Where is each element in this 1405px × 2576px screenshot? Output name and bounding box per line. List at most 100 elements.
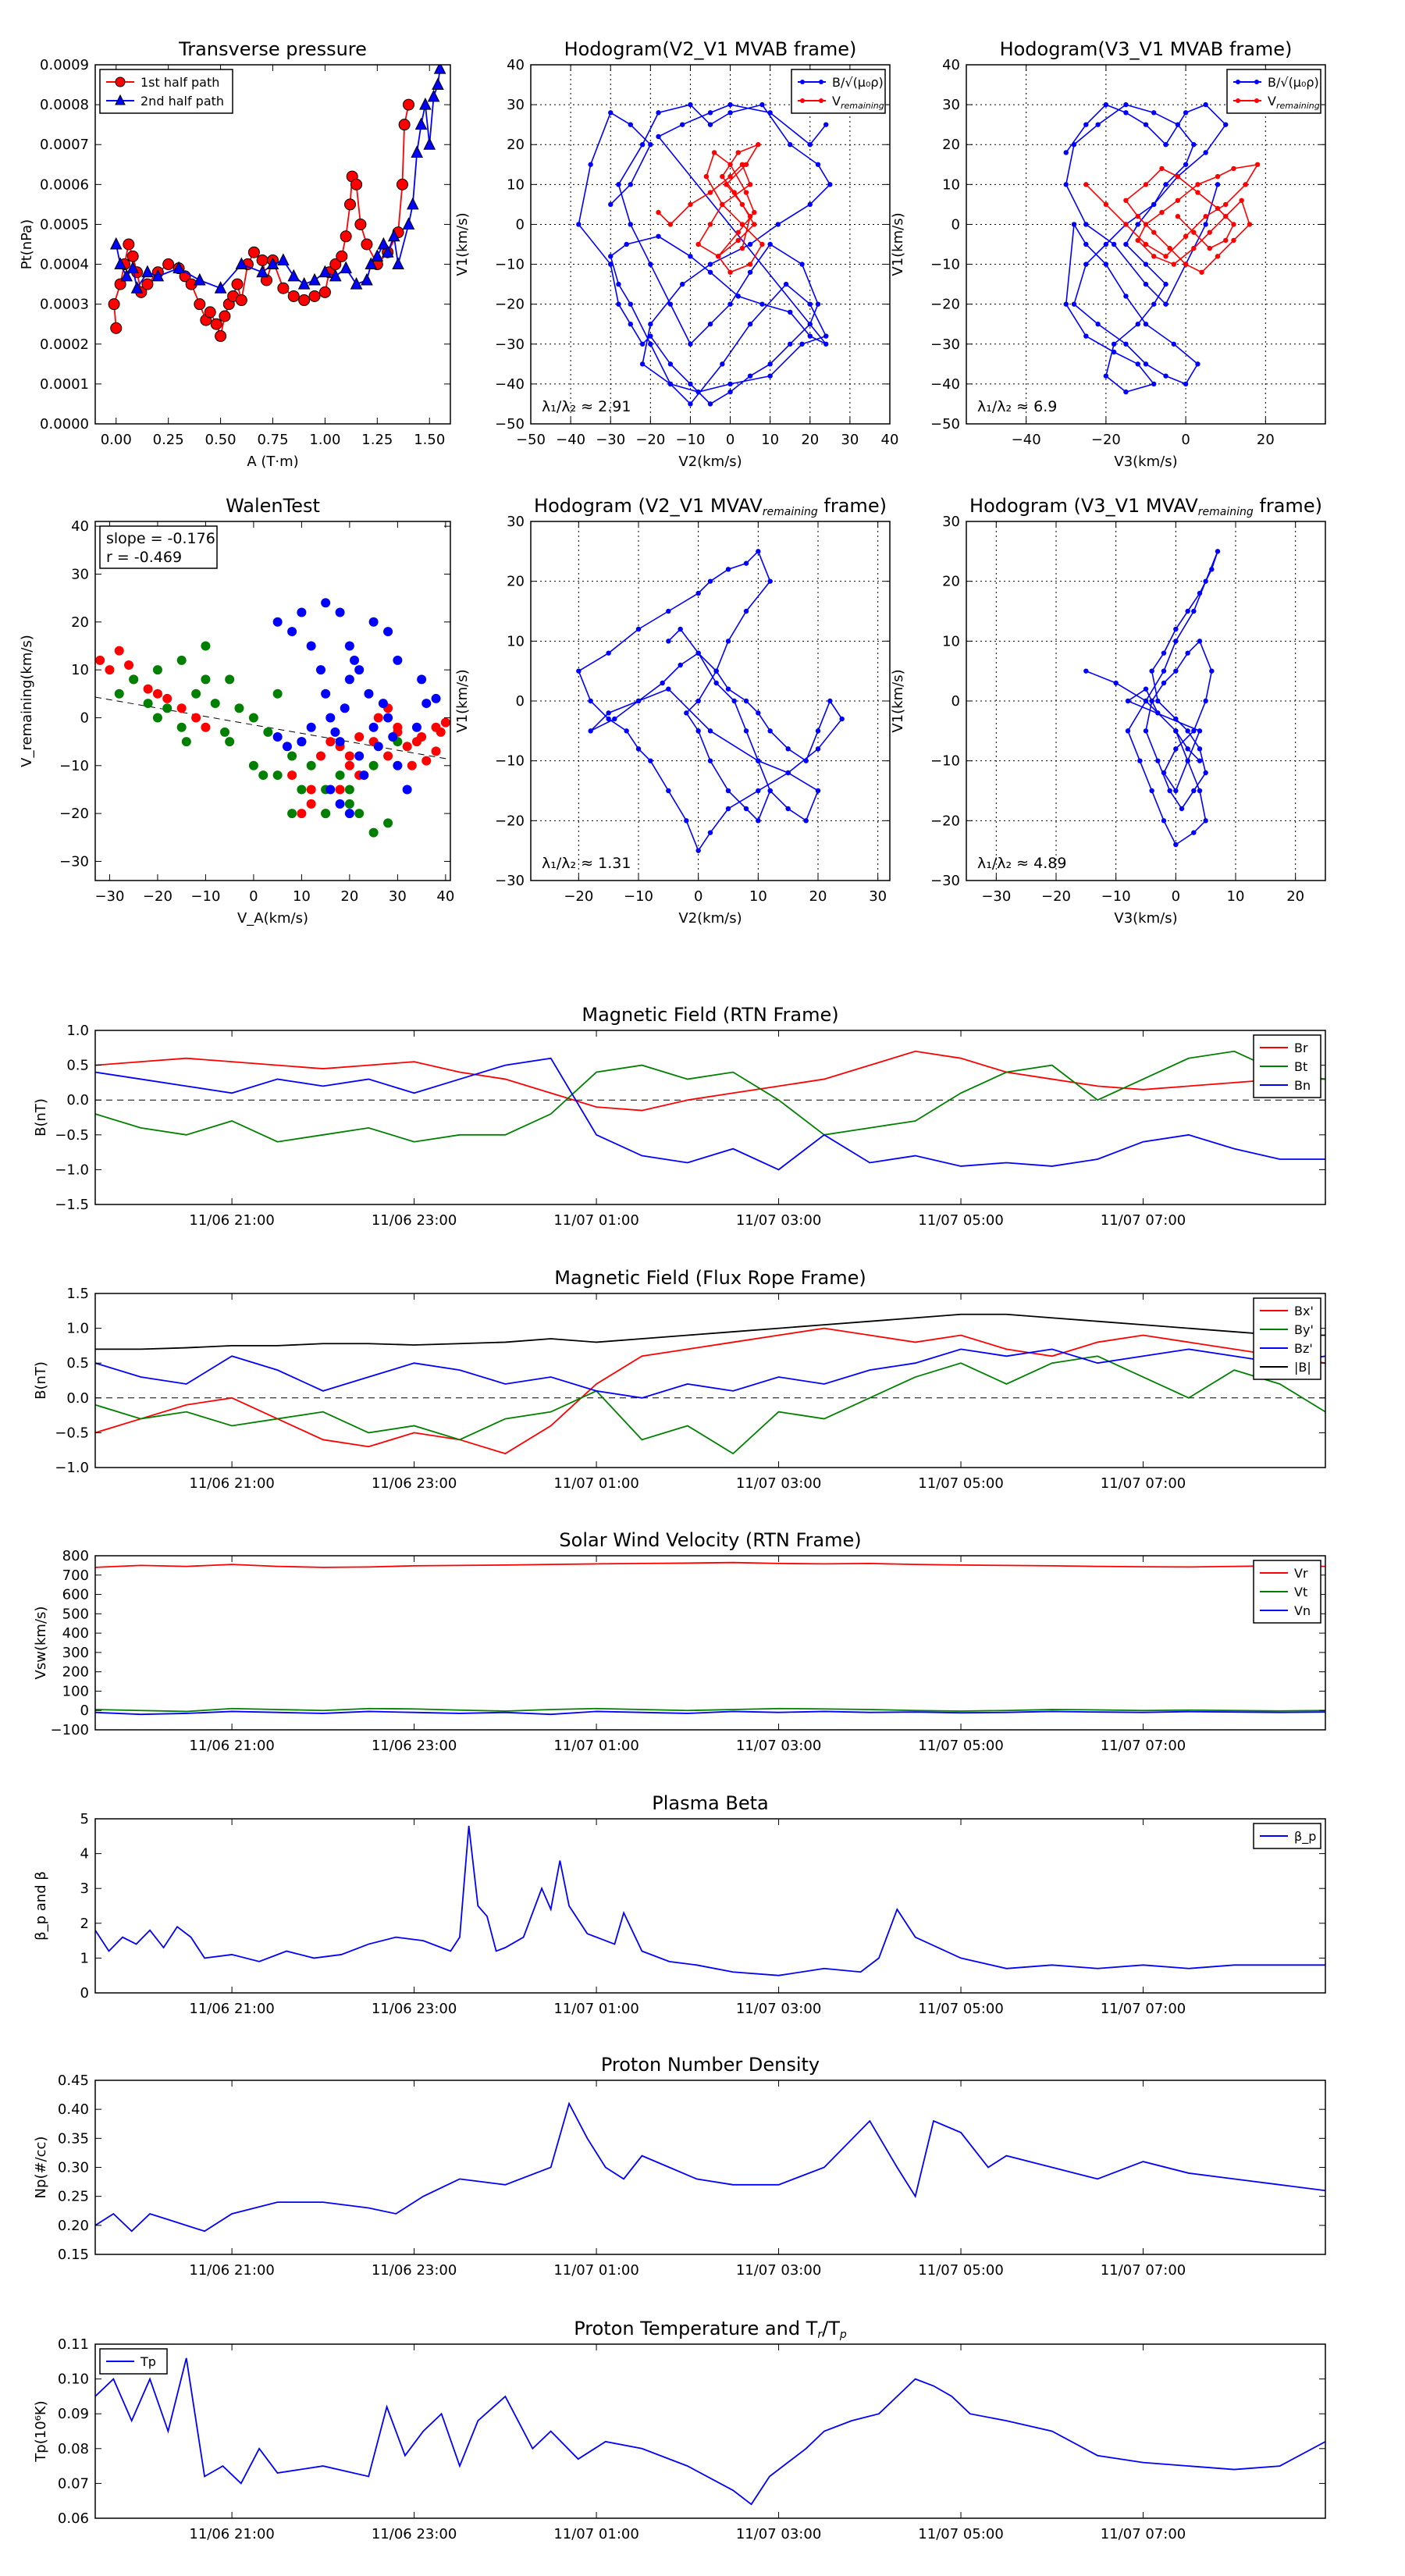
data-point [731, 190, 737, 195]
y-tick-label: 500 [62, 1606, 89, 1622]
chart-np: Proton Number Density 11/06 21:00 11/06 23… [33, 2054, 1326, 2279]
data-point [306, 760, 316, 770]
data-point [335, 770, 345, 781]
data-point [727, 389, 733, 395]
data-point [707, 122, 713, 127]
y-axis-label: Vsw(km/s) [33, 1606, 49, 1680]
data-layer [576, 101, 833, 407]
data-point [272, 732, 283, 742]
data-point [1143, 262, 1149, 267]
y-tick-label: 300 [62, 1645, 89, 1661]
data-point [612, 716, 617, 722]
x-axis-label: V_A(km/s) [237, 910, 308, 927]
data-layer [95, 1313, 1325, 1455]
data-point [436, 727, 446, 737]
data-point [727, 381, 733, 387]
data-point [1185, 728, 1190, 734]
data-point [141, 265, 154, 278]
data-point [713, 680, 719, 686]
chart-title: WalenTest [226, 495, 320, 517]
x-tick-label: −30 [981, 888, 1011, 905]
y-tick-label: 700 [62, 1567, 89, 1584]
data-point [747, 241, 753, 247]
data-point [624, 241, 629, 247]
y-tick-label: 0.0000 [40, 416, 89, 432]
data-point [743, 190, 749, 195]
y-tick-label: 100 [62, 1683, 89, 1699]
data-point [411, 737, 422, 747]
data-point [767, 241, 773, 247]
data-point [325, 785, 336, 795]
y-axis-label: V_remaining(km/s) [19, 635, 35, 767]
plot-frame [94, 1030, 1326, 1205]
data-point [297, 607, 307, 617]
data-point [739, 162, 745, 167]
data-point [297, 737, 307, 747]
y-tick-label: 10 [71, 662, 89, 678]
x-tick-label: 10 [749, 888, 767, 905]
data-point [725, 686, 731, 692]
data-point [440, 717, 450, 728]
x-tick-label: 0.00 [101, 432, 132, 448]
data-point [747, 182, 753, 187]
data-point [373, 713, 383, 723]
annotation-text: λ₁/λ₂ ≈ 4.89 [977, 855, 1066, 872]
data-point [660, 680, 665, 686]
data-point [648, 341, 653, 347]
data-point [666, 608, 671, 614]
data-point [297, 785, 307, 795]
y-tick-label: 20 [507, 574, 525, 590]
legend-marker [1236, 98, 1240, 103]
y-tick-label: 40 [507, 57, 525, 73]
data-point [234, 703, 244, 713]
y-axis-label: Np(#/cc) [33, 2137, 49, 2199]
chart-vsw: Solar Wind Velocity (RTN Frame) 11/06 21:… [33, 1529, 1326, 1754]
data-point [152, 713, 162, 723]
data-point [667, 361, 674, 367]
data-point [1191, 229, 1197, 235]
x-tick-label: 11/07 07:00 [1101, 1738, 1186, 1754]
data-layer [95, 1825, 1325, 1976]
data-point [743, 698, 749, 704]
data-point [201, 674, 211, 685]
y-tick-label: 4 [80, 1846, 89, 1863]
data-point [1215, 182, 1221, 187]
data-point [287, 751, 297, 761]
x-tick-label: 11/07 01:00 [553, 1212, 638, 1229]
data-point [1083, 241, 1089, 247]
data-point [639, 341, 646, 347]
series-bx-line [95, 1327, 1325, 1455]
data-point [624, 728, 629, 734]
data-point [720, 173, 725, 180]
data-point [727, 173, 733, 180]
data-point [432, 77, 444, 91]
data-point [756, 142, 761, 148]
data-point [1197, 758, 1203, 763]
y-tick-label: 0 [951, 693, 960, 710]
y-tick-label: 2 [80, 1916, 89, 1932]
x-tick-label: 11/07 05:00 [918, 2262, 1003, 2279]
data-point [725, 788, 731, 794]
data-point [1171, 341, 1176, 347]
data-point [1161, 770, 1167, 776]
y-tick-label: 0.0001 [40, 376, 89, 393]
data-point [1103, 373, 1109, 379]
data-point [354, 809, 365, 819]
data-point [1163, 301, 1168, 307]
data-point [95, 655, 105, 665]
chart-title: Hodogram(V3_V1 MVAB frame) [1000, 38, 1293, 60]
data-point [807, 333, 813, 339]
y-tick-label: −30 [930, 873, 960, 889]
data-point [162, 258, 175, 271]
y-tick-label: −40 [495, 376, 525, 393]
data-point [684, 710, 689, 716]
chart-title: Transverse pressure [178, 38, 367, 60]
data-point [648, 142, 653, 148]
y-tick-label: −30 [495, 336, 525, 353]
data-point [1113, 680, 1119, 686]
x-tick-label: 0 [1172, 888, 1180, 905]
y-tick-label: −20 [930, 297, 960, 313]
x-tick-label: −30 [596, 432, 625, 448]
legend-label: B/√(μ₀ρ) [1268, 75, 1319, 90]
y-tick-label: 20 [942, 574, 960, 590]
